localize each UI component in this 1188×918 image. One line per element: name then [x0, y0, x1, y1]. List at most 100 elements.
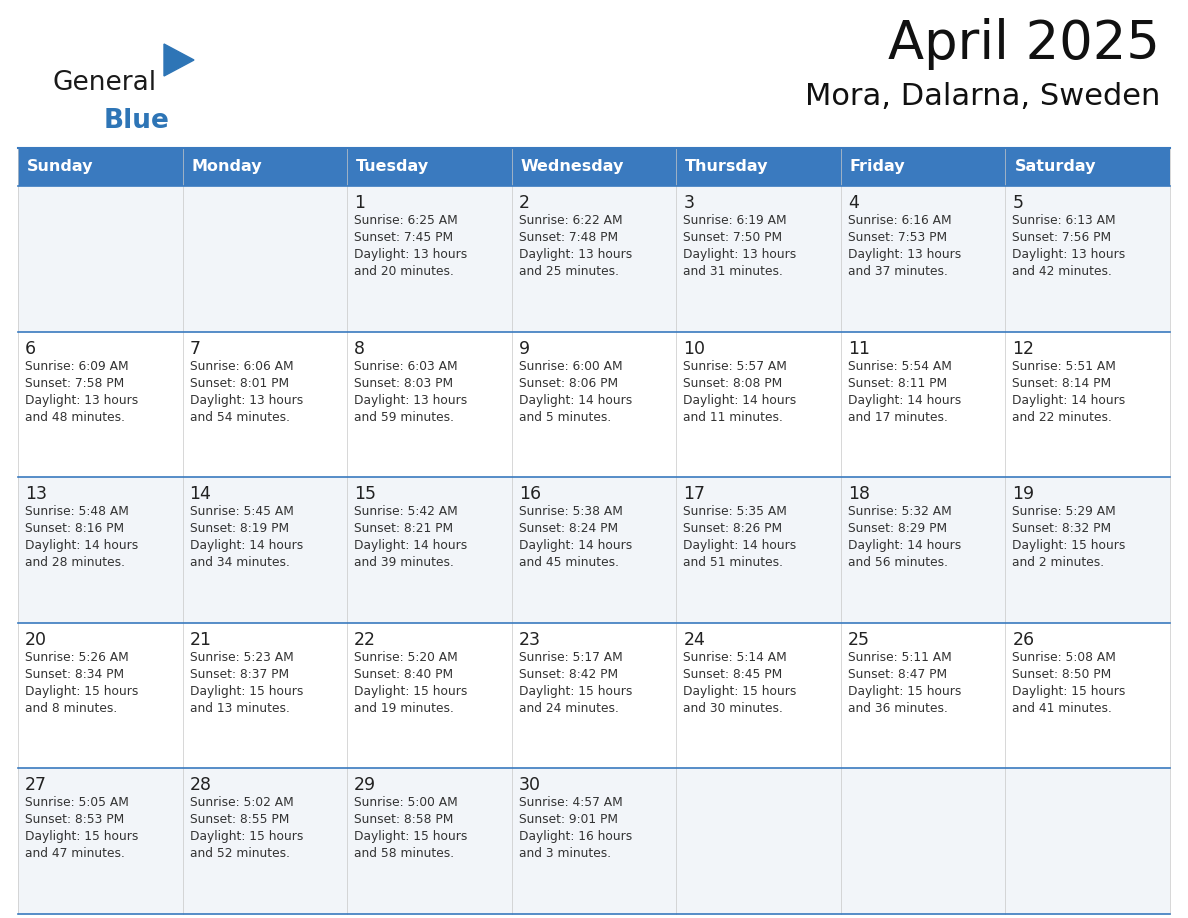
Text: and 54 minutes.: and 54 minutes.: [190, 410, 290, 423]
Text: Sunrise: 5:23 AM: Sunrise: 5:23 AM: [190, 651, 293, 664]
Text: Sunrise: 5:08 AM: Sunrise: 5:08 AM: [1012, 651, 1117, 664]
Text: Tuesday: Tuesday: [356, 160, 429, 174]
Text: Daylight: 15 hours: Daylight: 15 hours: [848, 685, 961, 698]
Text: Sunrise: 5:00 AM: Sunrise: 5:00 AM: [354, 797, 457, 810]
Text: Sunset: 8:24 PM: Sunset: 8:24 PM: [519, 522, 618, 535]
Text: Sunset: 8:55 PM: Sunset: 8:55 PM: [190, 813, 289, 826]
Text: 19: 19: [1012, 486, 1035, 503]
Text: Daylight: 14 hours: Daylight: 14 hours: [683, 539, 796, 553]
Text: Sunset: 8:14 PM: Sunset: 8:14 PM: [1012, 376, 1112, 389]
Text: Sunset: 8:34 PM: Sunset: 8:34 PM: [25, 667, 124, 681]
Text: Sunrise: 5:45 AM: Sunrise: 5:45 AM: [190, 505, 293, 518]
Text: 9: 9: [519, 340, 530, 358]
Text: and 48 minutes.: and 48 minutes.: [25, 410, 125, 423]
Text: Sunset: 8:40 PM: Sunset: 8:40 PM: [354, 667, 454, 681]
Text: and 59 minutes.: and 59 minutes.: [354, 410, 454, 423]
Text: Sunset: 8:19 PM: Sunset: 8:19 PM: [190, 522, 289, 535]
Text: Monday: Monday: [191, 160, 263, 174]
Text: Saturday: Saturday: [1015, 160, 1095, 174]
Text: 8: 8: [354, 340, 365, 358]
Text: and 3 minutes.: and 3 minutes.: [519, 847, 611, 860]
Text: and 45 minutes.: and 45 minutes.: [519, 556, 619, 569]
Text: and 8 minutes.: and 8 minutes.: [25, 701, 118, 715]
Text: Sunset: 8:11 PM: Sunset: 8:11 PM: [848, 376, 947, 389]
Text: and 37 minutes.: and 37 minutes.: [848, 265, 948, 278]
Text: and 19 minutes.: and 19 minutes.: [354, 701, 454, 715]
Text: and 51 minutes.: and 51 minutes.: [683, 556, 783, 569]
Text: Sunset: 8:26 PM: Sunset: 8:26 PM: [683, 522, 783, 535]
Text: Sunrise: 5:32 AM: Sunrise: 5:32 AM: [848, 505, 952, 518]
Text: Daylight: 14 hours: Daylight: 14 hours: [683, 394, 796, 407]
Text: and 41 minutes.: and 41 minutes.: [1012, 701, 1112, 715]
Text: Daylight: 15 hours: Daylight: 15 hours: [683, 685, 797, 698]
Text: April 2025: April 2025: [889, 18, 1159, 70]
Text: and 36 minutes.: and 36 minutes.: [848, 701, 948, 715]
Text: 12: 12: [1012, 340, 1035, 358]
Polygon shape: [164, 44, 194, 76]
Text: 2: 2: [519, 194, 530, 212]
Text: Daylight: 14 hours: Daylight: 14 hours: [848, 394, 961, 407]
Text: Daylight: 14 hours: Daylight: 14 hours: [848, 539, 961, 553]
Text: and 13 minutes.: and 13 minutes.: [190, 701, 290, 715]
Text: Sunrise: 5:20 AM: Sunrise: 5:20 AM: [354, 651, 457, 664]
Text: Sunrise: 5:26 AM: Sunrise: 5:26 AM: [25, 651, 128, 664]
Text: 26: 26: [1012, 631, 1035, 649]
Text: Friday: Friday: [849, 160, 905, 174]
Text: 18: 18: [848, 486, 870, 503]
Text: Blue: Blue: [105, 108, 170, 134]
Text: Sunrise: 6:03 AM: Sunrise: 6:03 AM: [354, 360, 457, 373]
Text: Sunrise: 5:57 AM: Sunrise: 5:57 AM: [683, 360, 788, 373]
Text: General: General: [52, 70, 156, 96]
Text: 28: 28: [190, 777, 211, 794]
Text: and 56 minutes.: and 56 minutes.: [848, 556, 948, 569]
Text: Sunset: 7:53 PM: Sunset: 7:53 PM: [848, 231, 947, 244]
Text: and 5 minutes.: and 5 minutes.: [519, 410, 611, 423]
Text: Sunrise: 6:25 AM: Sunrise: 6:25 AM: [354, 214, 457, 227]
Text: Daylight: 16 hours: Daylight: 16 hours: [519, 831, 632, 844]
Text: 13: 13: [25, 486, 48, 503]
Text: Sunset: 8:06 PM: Sunset: 8:06 PM: [519, 376, 618, 389]
Text: and 58 minutes.: and 58 minutes.: [354, 847, 454, 860]
Text: 11: 11: [848, 340, 870, 358]
Text: Daylight: 14 hours: Daylight: 14 hours: [519, 394, 632, 407]
Text: and 17 minutes.: and 17 minutes.: [848, 410, 948, 423]
Text: 24: 24: [683, 631, 706, 649]
Text: Daylight: 13 hours: Daylight: 13 hours: [354, 248, 467, 261]
Text: Daylight: 15 hours: Daylight: 15 hours: [25, 831, 138, 844]
Text: Sunset: 8:21 PM: Sunset: 8:21 PM: [354, 522, 454, 535]
Text: Daylight: 14 hours: Daylight: 14 hours: [25, 539, 138, 553]
Text: Sunset: 7:48 PM: Sunset: 7:48 PM: [519, 231, 618, 244]
Text: 7: 7: [190, 340, 201, 358]
Text: and 2 minutes.: and 2 minutes.: [1012, 556, 1105, 569]
Text: Sunrise: 5:29 AM: Sunrise: 5:29 AM: [1012, 505, 1117, 518]
Bar: [512, 148, 676, 186]
Text: Sunrise: 5:11 AM: Sunrise: 5:11 AM: [848, 651, 952, 664]
Text: and 42 minutes.: and 42 minutes.: [1012, 265, 1112, 278]
Text: Thursday: Thursday: [685, 160, 769, 174]
Text: Daylight: 13 hours: Daylight: 13 hours: [519, 248, 632, 261]
Text: Sunset: 8:03 PM: Sunset: 8:03 PM: [354, 376, 454, 389]
Text: 23: 23: [519, 631, 541, 649]
Text: 30: 30: [519, 777, 541, 794]
Bar: [676, 148, 841, 186]
Text: Daylight: 15 hours: Daylight: 15 hours: [354, 685, 468, 698]
Text: Sunday: Sunday: [27, 160, 94, 174]
Text: Sunrise: 6:00 AM: Sunrise: 6:00 AM: [519, 360, 623, 373]
Text: 1: 1: [354, 194, 365, 212]
Text: Daylight: 14 hours: Daylight: 14 hours: [1012, 394, 1126, 407]
Text: Daylight: 15 hours: Daylight: 15 hours: [1012, 539, 1126, 553]
Text: 3: 3: [683, 194, 694, 212]
Text: Sunset: 7:50 PM: Sunset: 7:50 PM: [683, 231, 783, 244]
Bar: [347, 148, 512, 186]
Bar: [18, 331, 1170, 477]
Text: Sunset: 8:53 PM: Sunset: 8:53 PM: [25, 813, 125, 826]
Bar: [18, 186, 1170, 331]
Text: Sunrise: 4:57 AM: Sunrise: 4:57 AM: [519, 797, 623, 810]
Text: and 28 minutes.: and 28 minutes.: [25, 556, 125, 569]
Text: Sunrise: 6:22 AM: Sunrise: 6:22 AM: [519, 214, 623, 227]
Bar: [18, 477, 1170, 622]
Text: Sunrise: 6:13 AM: Sunrise: 6:13 AM: [1012, 214, 1116, 227]
Text: Daylight: 13 hours: Daylight: 13 hours: [1012, 248, 1126, 261]
Text: and 34 minutes.: and 34 minutes.: [190, 556, 290, 569]
Text: Sunset: 8:32 PM: Sunset: 8:32 PM: [1012, 522, 1112, 535]
